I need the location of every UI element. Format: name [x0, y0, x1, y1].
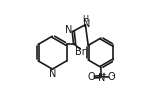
- Text: O: O: [87, 72, 95, 82]
- Text: O: O: [107, 72, 115, 82]
- Text: -: -: [112, 71, 115, 80]
- Text: N: N: [83, 19, 91, 29]
- Text: N: N: [65, 25, 73, 35]
- Text: H: H: [82, 15, 88, 24]
- Text: N: N: [98, 73, 105, 83]
- Text: Br: Br: [75, 47, 86, 57]
- Text: N: N: [49, 69, 56, 79]
- Text: +: +: [100, 72, 106, 78]
